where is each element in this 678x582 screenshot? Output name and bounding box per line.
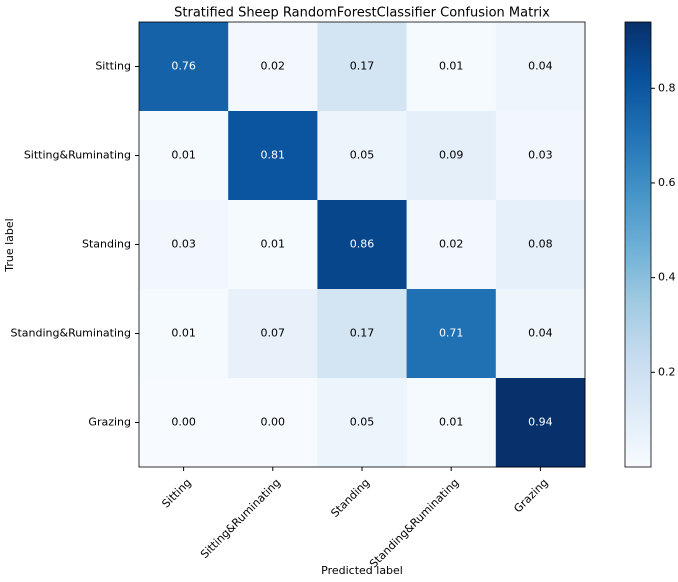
- cell-label: 0.94: [528, 416, 553, 429]
- heatmap-cell: [495, 200, 586, 290]
- y-tick-label: Standing: [82, 238, 131, 251]
- colorbar-tick-label: 0.6: [658, 176, 676, 189]
- cell-label: 0.02: [261, 60, 286, 73]
- colorbar-tick-label: 0.8: [658, 81, 676, 94]
- heatmap-cell: [317, 289, 408, 379]
- colorbar-tick-label: 0.4: [658, 271, 676, 284]
- cell-label: 0.01: [439, 416, 464, 429]
- cell-label: 0.02: [439, 238, 464, 251]
- heatmap-cell: [139, 22, 229, 112]
- cell-label: 0.71: [439, 327, 464, 340]
- y-tick-label: Sitting&Ruminating: [24, 149, 131, 162]
- cell-label: 0.04: [528, 60, 553, 73]
- y-tick-label: Sitting: [95, 60, 131, 73]
- heatmap-cell: [139, 289, 229, 379]
- heatmap-cell: [406, 378, 497, 468]
- heatmap-cell: [317, 200, 408, 290]
- cell-label: 0.04: [528, 327, 553, 340]
- heatmap-cell: [317, 378, 408, 468]
- cell-label: 0.01: [261, 238, 286, 251]
- y-tick-label: Standing&Ruminating: [10, 327, 131, 340]
- heatmap-cell: [139, 111, 229, 201]
- cell-label: 0.03: [528, 149, 553, 162]
- cell-label: 0.76: [171, 60, 196, 73]
- heatmap-cell: [495, 289, 586, 379]
- cell-label: 0.86: [350, 238, 375, 251]
- heatmap-cell: [406, 200, 497, 290]
- heatmap-cell: [495, 378, 586, 468]
- cell-label: 0.05: [350, 416, 375, 429]
- heatmap-cell: [228, 22, 318, 112]
- cell-label: 0.00: [261, 416, 286, 429]
- x-axis-label: Predicted label: [321, 564, 403, 577]
- heatmap-cell: [228, 378, 318, 468]
- cell-label: 0.05: [350, 149, 375, 162]
- y-axis-label: True label: [3, 218, 16, 272]
- heatmap-cell: [406, 22, 497, 112]
- heatmap-cell: [139, 378, 229, 468]
- heatmap-cell: [406, 111, 497, 201]
- x-tick-label: Standing&Ruminating: [367, 476, 461, 570]
- x-tick-label: Grazing: [511, 476, 550, 515]
- heatmap-cell: [228, 289, 318, 379]
- x-tick-label: Sitting: [159, 476, 193, 510]
- cell-label: 0.17: [350, 327, 375, 340]
- cell-label: 0.17: [350, 60, 375, 73]
- cell-label: 0.01: [439, 60, 464, 73]
- cell-label: 0.00: [171, 416, 196, 429]
- heatmap-cell: [228, 200, 318, 290]
- chart-title: Stratified Sheep RandomForestClassifier …: [174, 6, 550, 21]
- heatmap-cell: [317, 22, 408, 112]
- colorbar-tick-label: 0.2: [658, 365, 676, 378]
- x-tick-label: Sitting&Ruminating: [198, 476, 283, 561]
- cell-label: 0.81: [261, 149, 286, 162]
- cell-label: 0.03: [171, 238, 196, 251]
- heatmap-cell: [495, 111, 586, 201]
- heatmap-cell: [228, 111, 318, 201]
- heatmap-cell: [317, 111, 408, 201]
- heatmap-cell: [406, 289, 497, 379]
- colorbar: [624, 21, 652, 468]
- cell-label: 0.01: [171, 149, 196, 162]
- cell-label: 0.01: [171, 327, 196, 340]
- cell-label: 0.08: [528, 238, 553, 251]
- heatmap-cell: [495, 22, 586, 112]
- cell-label: 0.09: [439, 149, 464, 162]
- y-tick-label: Grazing: [88, 416, 131, 429]
- x-tick-label: Standing: [328, 476, 372, 520]
- heatmap-cell: [139, 200, 229, 290]
- cell-label: 0.07: [261, 327, 286, 340]
